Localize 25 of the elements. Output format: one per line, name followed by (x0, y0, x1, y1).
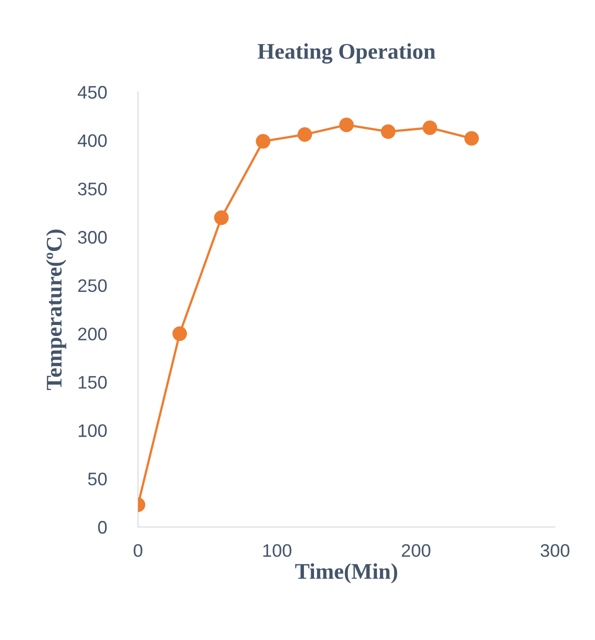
y-tick-label: 0 (98, 520, 107, 534)
point (464, 131, 479, 146)
x-tick-label: 200 (402, 544, 430, 557)
y-tick-label: 150 (78, 376, 107, 389)
point (298, 127, 312, 142)
y-tick-label: 100 (78, 424, 107, 438)
point (422, 120, 438, 136)
point (172, 326, 187, 341)
y-tick-label: 350 (78, 182, 107, 196)
y-tick-label: 250 (78, 279, 107, 292)
point (214, 210, 229, 225)
chart-title: Heating Operation (258, 43, 436, 64)
point (256, 134, 270, 149)
point (339, 118, 354, 132)
x-tick-label: 0 (134, 544, 142, 557)
point (380, 124, 396, 139)
y-tick-label: 300 (78, 230, 107, 244)
y-tick-label: 400 (78, 134, 107, 148)
y-tick-label: 50 (88, 472, 107, 486)
x-tick-label: 100 (263, 544, 292, 557)
x-axis-title: Time(Min) (295, 563, 398, 584)
y-tick-label: 450 (78, 86, 107, 99)
x-tick-label: 300 (540, 544, 570, 557)
y-axis-title: Temperature(ºC) (46, 230, 66, 390)
y-tick-label: 200 (78, 328, 107, 340)
